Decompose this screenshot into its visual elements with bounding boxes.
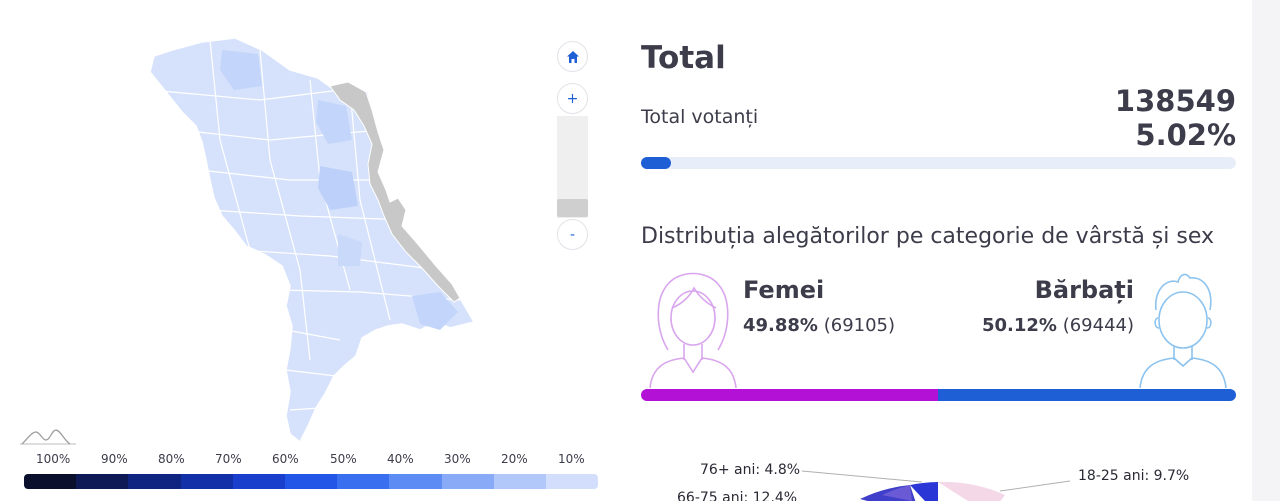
- legend-label: 80%: [158, 452, 185, 466]
- pie-label-66-75: 66-75 ani: 12.4%: [677, 490, 798, 501]
- age-pie-chart[interactable]: [660, 455, 1240, 501]
- male-label: Bărbați: [1034, 276, 1134, 304]
- legend-swatch: [545, 474, 598, 489]
- legend-swatch: [493, 474, 546, 489]
- legend-swatch: [128, 474, 181, 489]
- legend-swatch: [389, 474, 442, 489]
- page-title: Total: [641, 40, 726, 76]
- legend-label: 90%: [101, 452, 128, 466]
- turnout-progress-bar: [641, 157, 1236, 169]
- legend-label: 60%: [272, 452, 299, 466]
- legend-label: 30%: [444, 452, 471, 466]
- gender-bar-female: [641, 389, 938, 401]
- legend-label: 10%: [558, 452, 585, 466]
- pie-leader-76-plus: [801, 470, 923, 483]
- legend-label: 100%: [36, 452, 71, 466]
- legend-label: 40%: [387, 452, 414, 466]
- legend-swatch: [232, 474, 285, 489]
- pie-label-18-25: 18-25 ani: 9.7%: [1078, 468, 1190, 484]
- scrollbar-gutter[interactable]: [1252, 0, 1280, 501]
- male-percent: 50.12%: [981, 315, 1057, 336]
- map-area[interactable]: + - 100% 90% 80% 70% 60% 50% 40% 30% 20% 10%: [0, 0, 600, 501]
- gender-ratio-bar: [641, 389, 1236, 401]
- total-voters-label: Total votanți: [641, 106, 759, 128]
- male-avatar-icon: [1139, 273, 1227, 388]
- total-voters-count: 138549: [1114, 84, 1236, 118]
- legend-swatch: [337, 474, 390, 489]
- female-avatar-icon: [649, 272, 737, 388]
- female-value: 49.88% (69105): [743, 315, 895, 336]
- female-label: Femei: [743, 276, 825, 304]
- moldova-map[interactable]: [140, 30, 490, 450]
- legend-swatch: [284, 474, 338, 489]
- legend-color-scale: [24, 474, 598, 489]
- legend-labels: 100% 90% 80% 70% 60% 50% 40% 30% 20% 10%: [24, 452, 598, 470]
- pie-slice-76-plus: [910, 482, 938, 501]
- legend-swatch: [76, 474, 129, 489]
- gender-bar-male: [937, 389, 1236, 401]
- legend-swatch: [180, 474, 233, 489]
- pie-slice-18-25: [938, 481, 1005, 501]
- zoom-out-button[interactable]: -: [557, 219, 588, 250]
- pie-leader-18-25: [999, 480, 1071, 492]
- amcharts-logo-icon: [20, 429, 76, 445]
- male-count: (69444): [1062, 315, 1134, 336]
- legend-label: 20%: [501, 452, 528, 466]
- female-count: (69105): [823, 315, 896, 336]
- home-button[interactable]: [557, 41, 588, 72]
- legend-label: 70%: [215, 452, 242, 466]
- total-voters-percent: 5.02%: [1135, 118, 1236, 152]
- male-value: 50.12% (69444): [982, 315, 1134, 336]
- zoom-slider-thumb[interactable]: [557, 199, 588, 217]
- pie-slice-66-75-shade: [882, 485, 912, 501]
- turnout-progress-fill: [641, 157, 671, 169]
- legend-swatch: [441, 474, 494, 489]
- female-percent: 49.88%: [743, 315, 818, 336]
- distribution-title: Distribuția alegătorilor pe categorie de…: [641, 224, 1214, 249]
- pie-label-76-plus: 76+ ani: 4.8%: [700, 462, 801, 478]
- legend-label: 50%: [330, 452, 357, 466]
- legend-swatch: [24, 474, 77, 489]
- zoom-in-button[interactable]: +: [557, 83, 588, 114]
- home-icon: [566, 50, 579, 63]
